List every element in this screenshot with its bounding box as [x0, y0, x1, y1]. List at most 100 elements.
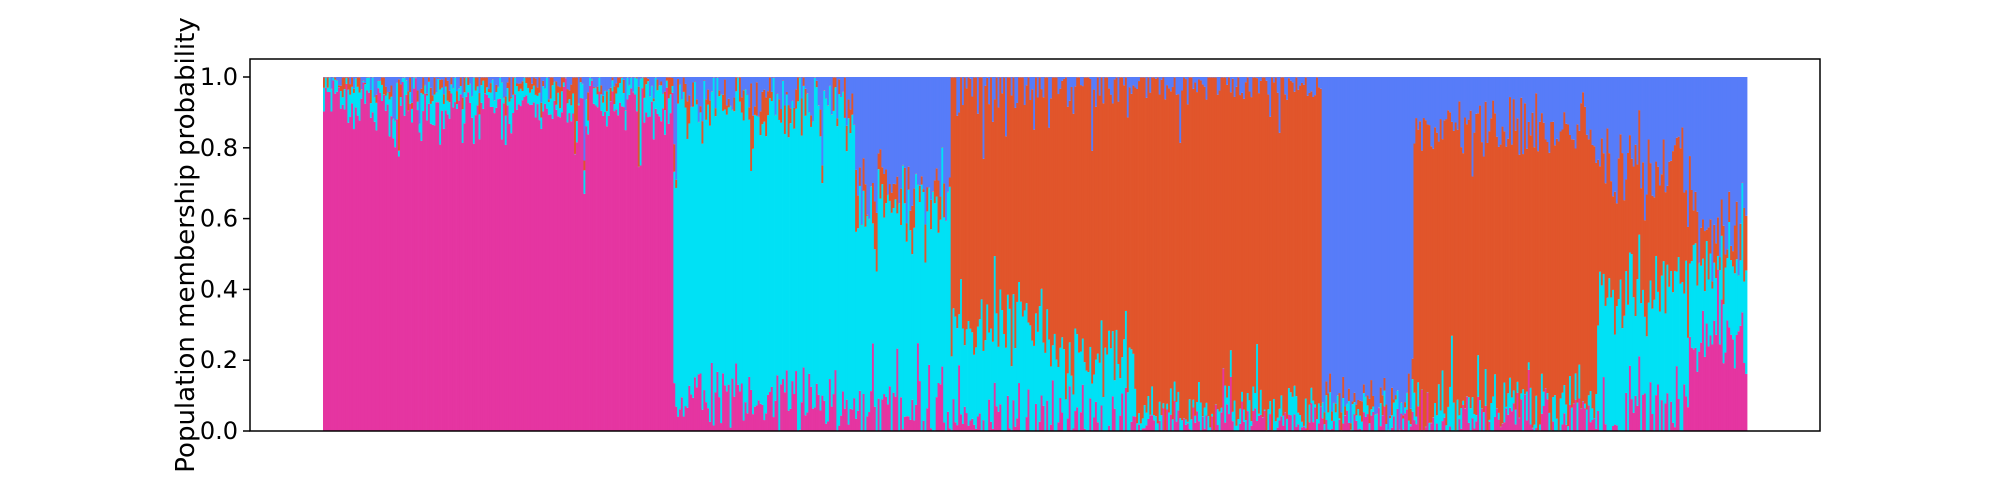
- membership-bar-segment: [1070, 77, 1073, 88]
- membership-bar-segment: [1136, 88, 1139, 424]
- membership-bar-segment: [1154, 416, 1158, 431]
- membership-bar-segment: [742, 120, 745, 421]
- membership-bar-segment: [1565, 424, 1568, 431]
- membership-bar-segment: [1685, 77, 1688, 191]
- membership-bar-segment: [918, 185, 922, 202]
- membership-bar-segment: [1280, 395, 1283, 417]
- membership-bar-segment: [1655, 77, 1658, 162]
- membership-bar-segment: [1154, 78, 1158, 417]
- membership-bar-segment: [868, 219, 871, 413]
- membership-bar-segment: [812, 408, 815, 431]
- membership-bar-segment: [1589, 129, 1592, 392]
- membership-bar-segment: [1443, 77, 1446, 121]
- membership-bar-segment: [755, 405, 759, 431]
- membership-bar-segment: [1668, 161, 1671, 287]
- membership-bar-segment: [1643, 77, 1647, 221]
- membership-bar-segment: [369, 117, 373, 431]
- membership-bar-segment: [1479, 400, 1482, 431]
- membership-bar-segment: [1359, 428, 1362, 431]
- membership-bar-segment: [1134, 416, 1137, 431]
- membership-bar-segment: [825, 98, 828, 424]
- membership-bar-segment: [450, 93, 453, 431]
- membership-bar-segment: [950, 77, 953, 357]
- membership-bar-segment: [727, 107, 730, 385]
- membership-bar-segment: [630, 88, 633, 431]
- membership-bar-segment: [1520, 97, 1523, 394]
- membership-bar-segment: [1087, 372, 1090, 431]
- membership-bar-segment: [1591, 408, 1594, 421]
- membership-bar-segment: [1715, 278, 1718, 335]
- membership-bar-segment: [442, 103, 446, 129]
- membership-bar-segment: [967, 425, 970, 431]
- membership-bar-segment: [547, 114, 551, 431]
- membership-bar-segment: [1591, 77, 1594, 145]
- membership-bar-segment: [1449, 386, 1452, 427]
- membership-bar-segment: [905, 77, 908, 224]
- membership-bar-segment: [750, 83, 753, 171]
- membership-bar-segment: [1613, 191, 1617, 335]
- membership-bar-segment: [454, 102, 457, 431]
- membership-bar-segment: [540, 117, 543, 129]
- membership-bar-segment: [1229, 92, 1233, 351]
- membership-bar-segment: [388, 99, 391, 137]
- membership-bar-segment: [1598, 77, 1602, 167]
- membership-bar-segment: [1094, 106, 1098, 360]
- membership-bar-segment: [722, 77, 725, 95]
- membership-bar-segment: [1718, 257, 1722, 271]
- membership-bar-segment: [1606, 128, 1609, 298]
- membership-bar-segment: [529, 77, 532, 93]
- membership-bar-segment: [1162, 77, 1165, 404]
- membership-bar-segment: [1473, 413, 1476, 429]
- membership-bar-segment: [1074, 86, 1077, 329]
- membership-bar-segment: [1336, 77, 1339, 396]
- membership-bar-segment: [536, 104, 539, 431]
- membership-bar-segment: [654, 77, 657, 109]
- membership-bar-segment: [1173, 401, 1176, 431]
- membership-bar-segment: [514, 77, 517, 95]
- membership-bar-segment: [720, 423, 723, 431]
- membership-bar-segment: [1531, 77, 1534, 113]
- membership-bar-segment: [529, 104, 532, 431]
- membership-bar-segment: [1643, 393, 1647, 431]
- membership-bar-segment: [1136, 77, 1139, 89]
- membership-bar-segment: [800, 135, 804, 403]
- membership-bar-segment: [1229, 376, 1233, 431]
- membership-bar-segment: [1527, 77, 1531, 122]
- membership-bar-segment: [1233, 96, 1236, 401]
- membership-bar-segment: [860, 224, 864, 431]
- membership-bar-segment: [892, 207, 895, 393]
- membership-bar-segment: [885, 396, 888, 431]
- membership-bar-segment: [1587, 405, 1591, 431]
- membership-bar-segment: [474, 90, 478, 116]
- membership-bar-segment: [392, 77, 395, 119]
- membership-bar-segment: [435, 92, 438, 103]
- membership-bar-segment: [560, 91, 564, 113]
- membership-bar-segment: [1314, 407, 1317, 431]
- membership-bar-segment: [478, 114, 481, 140]
- membership-bar-segment: [727, 98, 730, 108]
- membership-bar-segment: [1505, 77, 1508, 147]
- membership-bar-segment: [635, 77, 639, 79]
- membership-bar-segment: [1325, 420, 1328, 431]
- membership-bar-segment: [1259, 414, 1263, 431]
- membership-bar-segment: [1274, 77, 1278, 422]
- membership-bar-segment: [1535, 93, 1538, 396]
- membership-bar-segment: [1106, 354, 1109, 431]
- membership-bar-segment: [1505, 406, 1508, 409]
- membership-bar-segment: [1419, 121, 1422, 431]
- membership-bar-segment: [624, 77, 627, 111]
- y-axis-title: Population membership probability: [171, 17, 201, 472]
- membership-bar-segment: [995, 77, 998, 314]
- membership-bar-segment: [679, 77, 682, 85]
- membership-bar-segment: [999, 77, 1002, 290]
- membership-bar-segment: [1372, 411, 1375, 431]
- membership-bar-segment: [1617, 299, 1620, 431]
- membership-bar-segment: [870, 391, 873, 431]
- membership-bar-segment: [723, 109, 727, 386]
- membership-bar-segment: [1424, 77, 1427, 121]
- membership-bar-segment: [693, 77, 697, 82]
- membership-bar-segment: [1160, 79, 1163, 416]
- membership-bar-segment: [1503, 382, 1506, 423]
- membership-bar-segment: [1042, 97, 1045, 343]
- membership-bar-segment: [530, 89, 534, 105]
